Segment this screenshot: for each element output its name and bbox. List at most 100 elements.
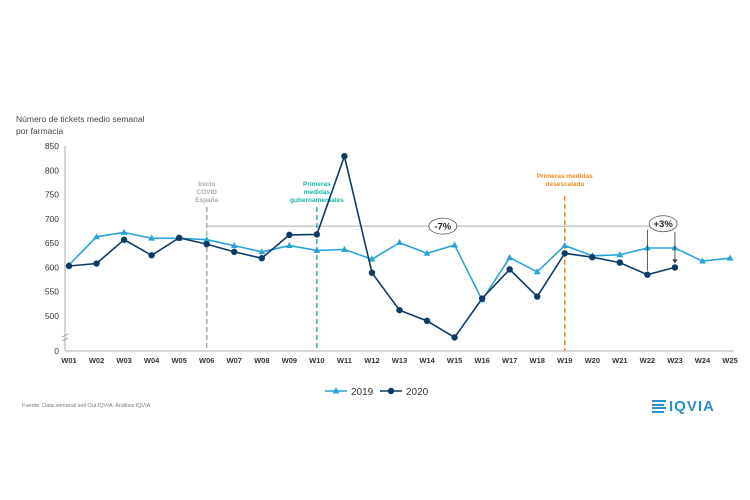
series-2019-point	[533, 268, 541, 275]
y-tick-label: 550	[45, 287, 59, 297]
series-2019-point	[230, 241, 238, 248]
logo-bars-icon	[652, 400, 666, 413]
series-2019-point	[506, 254, 514, 261]
x-tick-label: W20	[585, 356, 600, 365]
event2-label: gubernamentales	[290, 197, 344, 204]
event2-label: Primeras	[303, 181, 331, 188]
series-2020-point	[65, 262, 73, 270]
series-2020-point	[258, 255, 265, 262]
y-tick-label: 600	[45, 262, 59, 272]
series-2020-point	[93, 260, 100, 267]
series-2019-point	[726, 254, 734, 261]
series-2019-point	[93, 233, 100, 240]
y-tick-label: 0	[54, 346, 59, 356]
y-axis-title: Número de tickets medio semanal por farm…	[16, 114, 145, 136]
x-tick-label: W08	[254, 356, 269, 365]
event3-label: Primeras medidas	[537, 173, 593, 180]
y-tick-label: 500	[45, 311, 59, 321]
legend-2019-label: 2019	[351, 387, 374, 398]
axis-break-icon	[61, 333, 69, 342]
x-tick-label: W01	[61, 356, 76, 365]
y-tick-label: 750	[45, 190, 59, 200]
x-tick-label: W23	[667, 356, 682, 365]
source-note: Fuente: Data semanal sell Out IQVIA. Aná…	[22, 403, 151, 409]
change1-bubble	[428, 217, 458, 235]
series-2019-point	[616, 251, 624, 258]
x-tick-label: W04	[144, 356, 160, 365]
x-tick-label: W11	[337, 356, 352, 365]
series-2020-point	[341, 153, 348, 160]
x-tick-label: W19	[557, 356, 572, 365]
event1-label: COVID	[196, 189, 217, 196]
x-tick-label: W21	[612, 356, 627, 365]
x-tick-label: W12	[364, 356, 379, 365]
series-2020-point	[423, 317, 431, 325]
series-2020-point	[203, 240, 210, 248]
legend-2020-marker	[387, 387, 395, 395]
change2-bubble	[648, 215, 678, 233]
y-tick-label: 850	[45, 141, 59, 151]
event3-label: desescalada	[545, 181, 584, 188]
series-2019-point	[148, 234, 156, 241]
series-2019-point	[120, 228, 128, 235]
series-2020-point	[231, 248, 238, 256]
series-2020-point	[506, 266, 513, 273]
series-2019-point	[368, 255, 376, 262]
series-2020-point	[589, 254, 596, 261]
x-tick-label: W07	[227, 356, 242, 365]
x-tick-label: W22	[640, 356, 655, 365]
series-2019-point	[396, 239, 403, 246]
y-tick-label: 650	[45, 238, 59, 248]
x-tick-label: W02	[89, 356, 104, 365]
series-2019-point	[313, 246, 321, 253]
x-tick-label: W14	[419, 356, 435, 365]
event1-label: España	[195, 197, 219, 204]
series-2020-point	[534, 293, 541, 300]
x-tick-label: W05	[171, 356, 186, 365]
series-2020-point	[368, 269, 376, 276]
x-tick-label: W15	[447, 356, 462, 365]
x-tick-label: W16	[474, 356, 489, 365]
x-tick-label: W13	[392, 356, 407, 365]
series-2020-point	[616, 259, 624, 266]
series-2020-point	[396, 306, 403, 314]
event2-label: medidas	[304, 189, 331, 196]
x-tick-label: W09	[282, 356, 297, 365]
series-2020-point	[286, 231, 293, 239]
change1-label: -7%	[434, 222, 451, 233]
x-tick-label: W17	[502, 356, 517, 365]
series-2020-point	[148, 252, 155, 259]
series-2020-point	[175, 234, 183, 241]
change2-label: +3%	[654, 219, 674, 230]
x-tick-label: W24	[695, 356, 711, 365]
series-2019-point	[203, 236, 211, 243]
iqvia-logo: IQVIA	[652, 398, 715, 415]
series-2019-point	[341, 245, 348, 252]
logo-text: IQVIA	[669, 398, 715, 415]
series-2019-point	[423, 249, 431, 256]
series-2019-point	[561, 241, 569, 248]
series-2020-point	[644, 271, 651, 278]
legend-2019-marker	[332, 387, 340, 394]
series-2019-point	[699, 257, 706, 264]
x-tick-label: W03	[116, 356, 131, 365]
event1-label: Inicio	[198, 181, 215, 188]
series-2020-point	[313, 231, 321, 238]
series-2019-point	[451, 241, 458, 248]
y-tick-label: 800	[45, 165, 59, 175]
y-tick-label: 700	[45, 214, 59, 224]
series-2019-point	[285, 241, 293, 248]
series-2019-point	[258, 248, 266, 255]
series-2020-point	[120, 236, 128, 243]
legend-2020-label: 2020	[406, 387, 429, 398]
arrow-down-icon	[672, 259, 678, 264]
series-2020-point	[671, 264, 679, 271]
x-tick-label: W25	[722, 356, 737, 365]
x-tick-label: W06	[199, 356, 214, 365]
series-2020-point	[561, 250, 568, 257]
x-tick-label: W10	[309, 356, 324, 365]
series-2020-point	[451, 334, 458, 341]
series-2020-point	[478, 295, 486, 302]
x-tick-label: W18	[529, 356, 544, 365]
